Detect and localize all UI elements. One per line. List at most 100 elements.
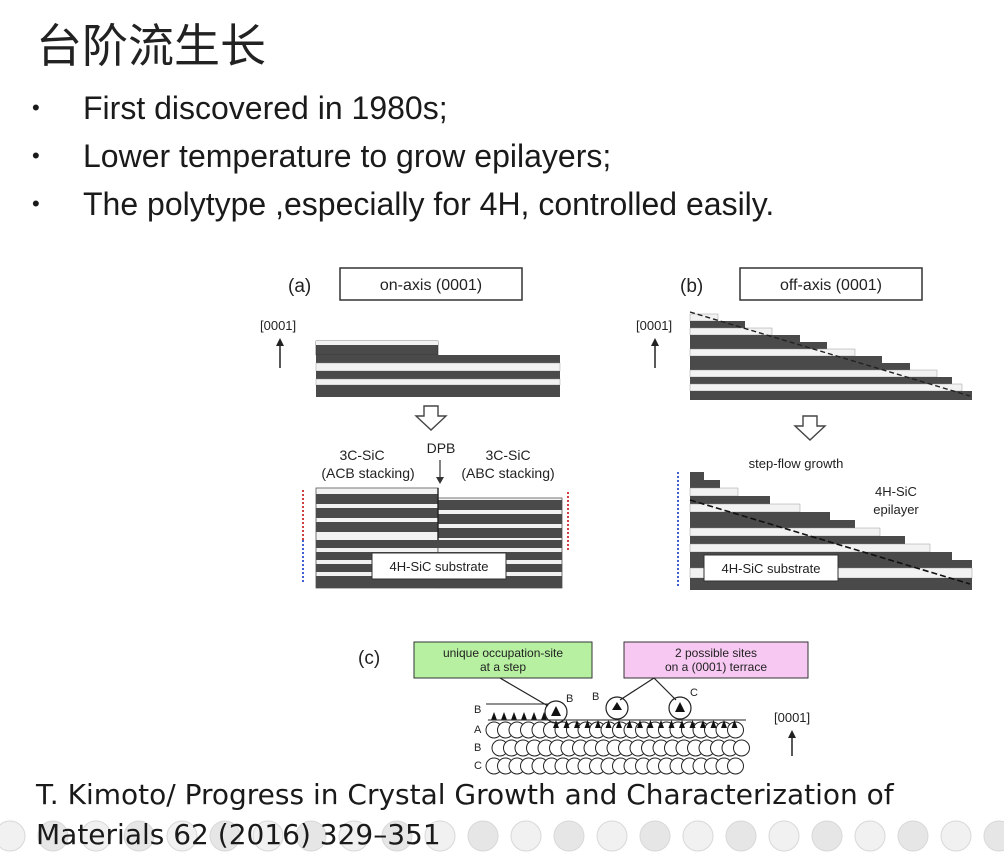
pointer-lines [499,677,677,707]
footer-ring [854,820,886,852]
panel-c-green-text-2: at a step [480,660,526,674]
bullet-text: The polytype ,especially for 4H, control… [83,186,775,222]
panel-b-label: (b) [680,276,703,297]
surface-atom [521,712,527,720]
axis-arrow-icon [651,338,659,368]
surface-atom [626,720,633,728]
surface-atom [689,720,696,728]
panel-a-left-label-2: (ACB stacking) [321,465,414,481]
surface-atom [668,720,675,728]
down-arrow-icon [414,405,448,431]
row-label-b2: B [474,742,481,754]
lattice-atom [727,721,744,739]
footer-ring [467,820,499,852]
site-label-c: C [690,687,698,699]
adatom-sites [544,696,692,724]
site-label-b2: B [592,691,599,703]
surface-atom [679,720,685,728]
panel-a-label: (a) [288,276,311,297]
surface-atom [531,712,537,720]
footer-ring [682,820,714,852]
footer-ring [897,820,929,852]
footer-ring [80,820,112,852]
surface-atom [616,720,622,728]
down-arrow-icon [793,415,827,441]
panel-b: (b) off-axis (0001) [0001] step-flow g [636,267,973,590]
panel-b-substrate-label: 4H-SiC substrate [722,561,821,576]
bullet-dot-icon: • [32,191,40,216]
footer-ring [0,820,26,852]
footer-ring [811,820,843,852]
footer-ring [553,820,585,852]
footer-ring [37,820,69,852]
panel-a-box-text: on-axis (0001) [380,277,482,294]
bullet-list: • First discovered in 1980s; • Lower tempe… [28,84,774,228]
panel-a-axis-label: [0001] [260,318,296,333]
bullet-text: Lower temperature to grow epilayers; [83,138,612,174]
footer-ring [940,820,972,852]
surface-atom [647,720,654,728]
adatom-site-circle [544,700,568,724]
panel-b-initial-steps [689,311,972,400]
atom-lattice [485,712,750,775]
surface-atom [541,712,547,720]
footer-ring [768,820,800,852]
footer-ring [725,820,757,852]
surface-atom [584,720,591,728]
citation-line-1: T. Kimoto/ Progress in Crystal Growth an… [36,778,894,811]
panel-c-green-text-1: unique occupation-site [443,646,563,660]
surface-atom [501,712,507,720]
adatom-site-circle [668,696,692,720]
bullet-item: • The polytype ,especially for 4H, contro… [28,180,774,228]
footer-ring [424,820,456,852]
row-label-b: B [474,704,481,716]
footer-ring [983,820,1004,852]
panel-b-step-flow-label: step-flow growth [749,456,844,471]
panel-c-axis-label: [0001] [774,710,810,725]
panel-a-dpb-label: DPB [427,440,456,456]
panel-c-green-box [413,641,593,679]
footer-ring [252,820,284,852]
panel-a: (a) on-axis (0001) [0001] 3C-SiC (ACB st… [260,267,569,589]
panel-a-grown-stack: 4H-SiC substrate [302,487,569,589]
panel-c-pink-box [623,641,809,679]
footer-ring [639,820,671,852]
panel-c: (c) unique occupation-site at a step 2 p… [358,641,810,775]
footer-decoration [0,820,1004,852]
footer-ring [295,820,327,852]
axis-arrow-icon [788,730,796,756]
surface-atom [574,720,580,728]
row-label-a: A [474,724,482,736]
panel-b-epilayer-label-2: epilayer [873,502,919,517]
panel-b-grown-steps: 4H-SiC substrate [677,472,973,590]
surface-atom [637,720,643,728]
surface-atom [595,720,601,728]
panel-b-title-box [739,267,923,301]
panel-c-label: (c) [358,648,380,669]
row-label-c: C [474,760,482,772]
footer-ring [209,820,241,852]
panel-a-substrate-label: 4H-SiC substrate [390,559,489,574]
dpb-arrow-icon [436,460,444,484]
panel-b-epilayer-label-1: 4H-SiC [875,484,917,499]
surface-atom [658,720,664,728]
slide-title: 台阶流生长 [36,19,266,73]
panel-a-left-label-1: 3C-SiC [339,447,384,463]
panel-a-title-box [339,267,523,301]
lattice-atom [733,739,750,757]
citation-line-2: Materials 62 (2016) 329–351 [36,818,441,851]
bullet-item: • Lower temperature to grow epilayers; [28,132,774,180]
surface-atom [491,712,497,720]
panel-c-pink-text-2: on a (0001) terrace [665,660,767,674]
footer-ring [123,820,155,852]
surface-atom [721,720,727,728]
lattice-atom [727,757,744,775]
footer-ring [166,820,198,852]
adatom-site-circle [605,696,629,720]
panel-b-axis-label: [0001] [636,318,672,333]
surface-atom [700,720,706,728]
axis-arrow-icon [276,338,284,368]
bullet-text: First discovered in 1980s; [83,90,448,126]
footer-ring [381,820,413,852]
